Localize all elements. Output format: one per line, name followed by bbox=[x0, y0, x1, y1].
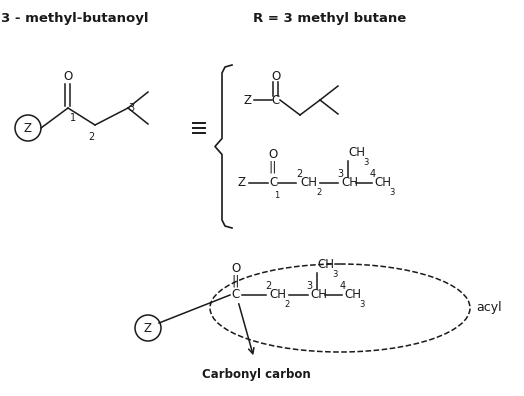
Text: O: O bbox=[232, 263, 241, 276]
Text: 4: 4 bbox=[340, 281, 346, 291]
Text: 2: 2 bbox=[265, 281, 271, 291]
Text: 2: 2 bbox=[284, 300, 289, 309]
Text: Carbonyl carbon: Carbonyl carbon bbox=[202, 368, 310, 381]
Text: Z: Z bbox=[244, 93, 252, 107]
Text: O: O bbox=[271, 70, 281, 82]
Text: C: C bbox=[269, 177, 277, 190]
Text: O: O bbox=[63, 70, 73, 84]
Text: 3: 3 bbox=[337, 169, 343, 179]
Text: ||: || bbox=[232, 274, 240, 287]
Text: 3: 3 bbox=[359, 300, 364, 309]
Text: 4: 4 bbox=[370, 169, 376, 179]
Text: O: O bbox=[268, 148, 278, 162]
Text: 3: 3 bbox=[389, 188, 395, 197]
Text: CH: CH bbox=[348, 147, 365, 160]
Text: 2: 2 bbox=[296, 169, 302, 179]
Text: C: C bbox=[232, 289, 240, 301]
Text: 1: 1 bbox=[70, 113, 76, 123]
Text: C: C bbox=[272, 93, 280, 107]
Text: Z: Z bbox=[24, 122, 32, 135]
Text: CH: CH bbox=[344, 289, 361, 301]
Text: 3: 3 bbox=[363, 158, 368, 167]
Text: Z: Z bbox=[238, 177, 246, 190]
Text: CH: CH bbox=[341, 177, 358, 190]
Text: CH: CH bbox=[300, 177, 317, 190]
Text: 2: 2 bbox=[316, 188, 321, 197]
Text: 3: 3 bbox=[306, 281, 312, 291]
Text: R = 3 methyl butane: R = 3 methyl butane bbox=[254, 12, 407, 25]
Text: 3: 3 bbox=[332, 270, 337, 279]
Text: CH: CH bbox=[310, 289, 327, 301]
Text: acyl: acyl bbox=[476, 301, 501, 314]
Text: ||: || bbox=[269, 160, 277, 173]
Text: 1: 1 bbox=[274, 191, 279, 200]
Text: CH: CH bbox=[317, 259, 334, 272]
Text: Z: Z bbox=[144, 322, 152, 335]
Text: CH: CH bbox=[374, 177, 391, 190]
Text: 2: 2 bbox=[88, 132, 94, 142]
Text: 3 - methyl-butanoyl: 3 - methyl-butanoyl bbox=[1, 12, 149, 25]
Text: 3: 3 bbox=[128, 103, 134, 113]
Text: CH: CH bbox=[269, 289, 286, 301]
